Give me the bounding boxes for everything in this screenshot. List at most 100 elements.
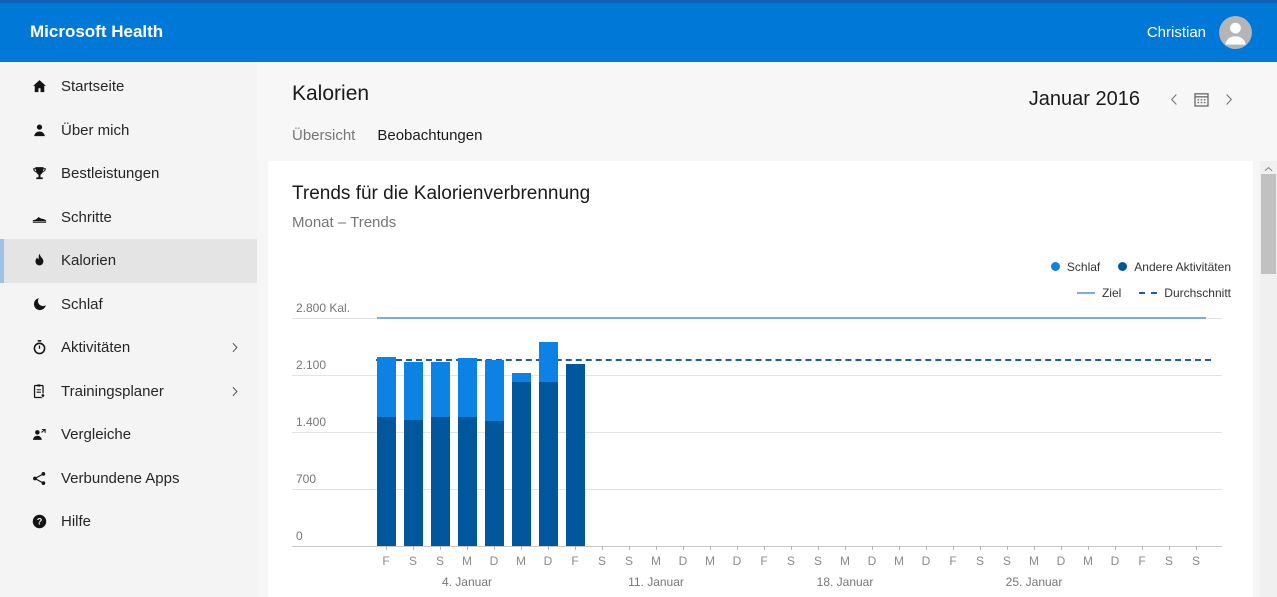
calendar-icon (1192, 90, 1211, 109)
chevron-right-icon (228, 340, 241, 355)
sidebar-item-hilfe[interactable]: ? Hilfe (0, 500, 257, 544)
user-avatar-icon[interactable] (1219, 16, 1252, 49)
trophy-icon (30, 165, 48, 183)
bar-segment-schlaf (484, 360, 504, 422)
x-day-label: S (624, 554, 633, 568)
sidebar-item-vergleiche[interactable]: Vergleiche (0, 413, 257, 457)
x-tick (440, 546, 441, 550)
calendar-button[interactable] (1187, 88, 1216, 111)
bar-day-1[interactable] (376, 357, 396, 546)
bar-segment-schlaf (538, 341, 558, 383)
x-tick (1007, 546, 1008, 550)
x-day-label: F (382, 554, 390, 568)
sidebar-item-startseite[interactable]: Startseite (0, 65, 257, 109)
legend-durchschnitt: Durchschnitt (1139, 286, 1231, 300)
x-tick (872, 546, 873, 550)
x-tick (1061, 546, 1062, 550)
chart-legend: Schlaf Andere Aktivitäten Ziel Durchschnitt (1050, 259, 1231, 300)
bar-day-6[interactable] (511, 373, 531, 546)
scrollbar-thumb[interactable] (1261, 174, 1276, 274)
x-tick (1088, 546, 1089, 550)
sidebar-item-trainingsplaner[interactable]: Trainingsplaner (0, 370, 257, 414)
sidebar-item-label: Schritte (61, 208, 112, 226)
x-day-label: S (786, 554, 795, 568)
x-tick (1169, 546, 1170, 550)
sidebar-item-ueber-mich[interactable]: Über mich (0, 109, 257, 153)
x-day-label: F (760, 554, 768, 568)
x-day-label: D (867, 554, 877, 568)
shoe-icon (30, 208, 48, 226)
x-tick (899, 546, 900, 550)
x-day-label: D (543, 554, 553, 568)
bar-day-5[interactable] (484, 360, 504, 546)
sidebar-items: Startseite Über mich Bestleistungen Schritt… (0, 65, 257, 544)
x-week-label: 4. Januar (441, 575, 493, 589)
vertical-scrollbar[interactable] (1260, 161, 1277, 597)
y-tick-label: 2.100 (296, 358, 327, 372)
clipboard-icon (30, 382, 48, 400)
legend-andere-aktivitäten: Andere Aktivitäten (1118, 260, 1231, 274)
x-tick (656, 546, 657, 550)
x-day-label: D (732, 554, 742, 568)
page-title: Kalorien (292, 82, 370, 105)
x-tick (494, 546, 495, 550)
legend-marker-dot (1118, 262, 1128, 271)
chevron-right-icon (228, 384, 241, 399)
x-day-label: D (1056, 554, 1066, 568)
x-tick (710, 546, 711, 550)
chart-card: Trends für die Kalorienverbrennung Monat… (268, 161, 1253, 597)
bar-segment-andere-aktivitaeten (457, 416, 477, 546)
bar-segment-andere-aktivitaeten (403, 419, 423, 546)
bar-segment-schlaf (511, 373, 531, 383)
sidebar-item-bestleistungen[interactable]: Bestleistungen (0, 152, 257, 196)
y-tick-label: 700 (296, 472, 317, 486)
sidebar-item-schritte[interactable]: Schritte (0, 196, 257, 240)
x-day-label: S (975, 554, 984, 568)
bar-day-2[interactable] (403, 361, 423, 546)
tab-beobachtungen[interactable]: Beobachtungen (377, 127, 483, 144)
tab-uebersicht[interactable]: Übersicht (292, 127, 356, 144)
bar-segment-andere-aktivitaeten (376, 417, 396, 546)
user-icon (30, 121, 48, 139)
scrollbar-up-button[interactable] (1260, 162, 1277, 174)
x-tick (926, 546, 927, 550)
legend-label: Ziel (1101, 285, 1122, 300)
x-tick (575, 546, 576, 550)
bar-day-8[interactable] (565, 363, 585, 546)
x-tick (521, 546, 522, 550)
window-top-strip (0, 0, 1277, 3)
sidebar-item-label: Trainingsplaner (61, 382, 164, 400)
bar-day-7[interactable] (538, 341, 558, 546)
next-period-button[interactable] (1216, 89, 1241, 110)
share-icon (30, 469, 48, 487)
app-header: Microsoft Health Christian (0, 3, 1277, 62)
help-icon: ? (30, 513, 48, 531)
sidebar-item-kalorien[interactable]: Kalorien (0, 239, 257, 283)
sidebar-item-aktivitaeten[interactable]: Aktivitäten (0, 326, 257, 370)
user-menu[interactable]: Christian (1147, 16, 1252, 49)
bar-day-3[interactable] (430, 361, 450, 546)
x-day-label: M (1029, 554, 1039, 568)
y-tick-label: 0 (296, 529, 303, 543)
x-week-label: 25. Januar (1005, 575, 1063, 589)
sidebar-item-label: Kalorien (61, 252, 117, 270)
x-tick (683, 546, 684, 550)
bar-segment-andere-aktivitaeten (565, 363, 585, 546)
x-day-label: S (597, 554, 606, 568)
page-header: Kalorien Übersicht Beobachtungen Januar 2… (257, 62, 1277, 161)
prev-period-button[interactable] (1162, 89, 1187, 110)
legend-ziel: Ziel (1076, 285, 1122, 300)
sidebar-item-schlaf[interactable]: Schlaf (0, 283, 257, 327)
average-line (376, 359, 1211, 362)
bar-day-4[interactable] (457, 357, 477, 546)
x-tick (1115, 546, 1116, 550)
gridline (292, 432, 1222, 433)
x-day-label: S (1002, 554, 1011, 568)
x-day-label: S (1164, 554, 1173, 568)
people-icon (30, 426, 48, 444)
sidebar-item-verbundene-apps[interactable]: Verbundene Apps (0, 457, 257, 501)
x-tick (413, 546, 414, 550)
period-selector: Januar 2016 (1029, 88, 1241, 111)
x-day-label: M (651, 554, 661, 568)
legend-label: Durchschnitt (1164, 285, 1231, 300)
